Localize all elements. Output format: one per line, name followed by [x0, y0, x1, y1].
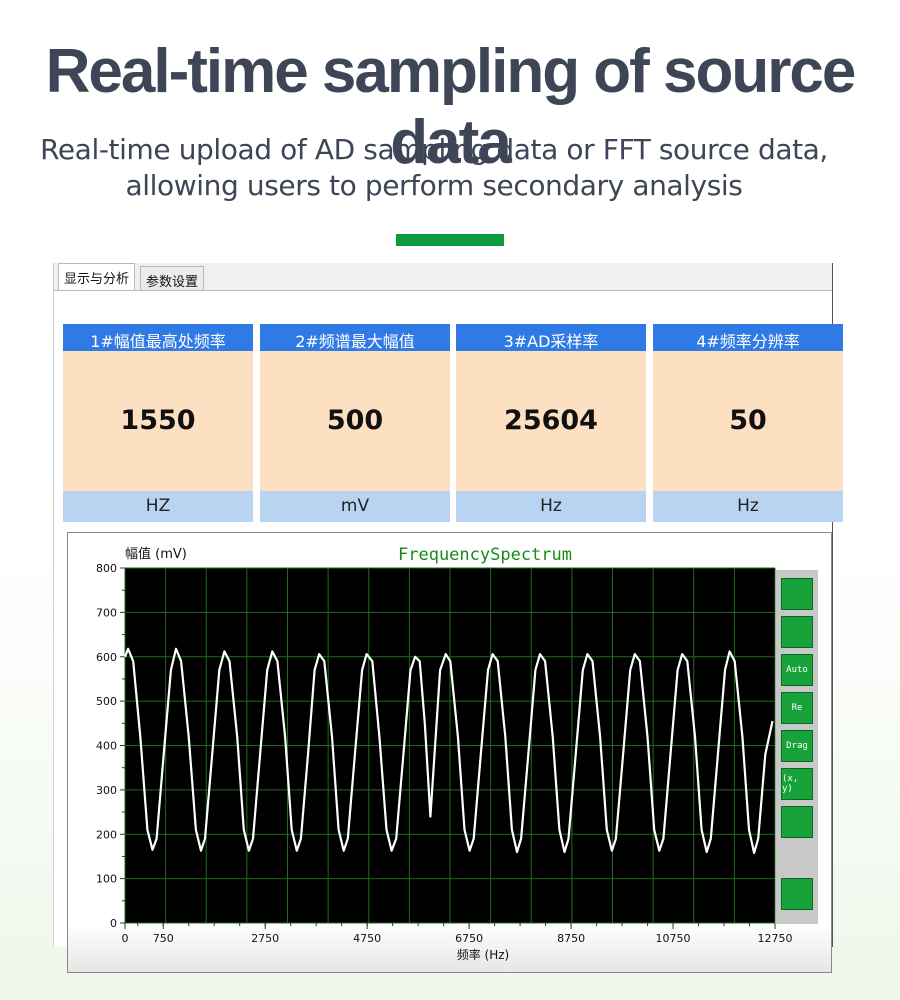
metric-value: 50 — [653, 351, 843, 491]
y-tick-label: 600 — [96, 651, 117, 664]
x-axis-label: 频率 (Hz) — [457, 947, 510, 962]
tab-display-analysis[interactable]: 显示与分析 — [58, 263, 136, 291]
metric-unit: mV — [260, 491, 450, 522]
x-tick-label: 6750 — [455, 932, 483, 945]
spectrum-chart[interactable]: 0 100 200 300 400 500 600 700 800 0 750 2750 4750 675… — [67, 532, 832, 973]
metric-header: 1#幅值最高处频率 — [63, 324, 253, 351]
x-tick-label: 12750 — [758, 932, 793, 945]
chart-toolbar: Auto Re Drag (x, y) — [776, 570, 818, 924]
cursor-coordinate-icon[interactable]: (x, y) — [781, 768, 813, 800]
tab-parameter-settings[interactable]: 参数设置 — [140, 266, 205, 291]
tab-bar: 显示与分析 参数设置 — [54, 263, 832, 291]
x-tick-label: 750 — [153, 932, 174, 945]
metric-header: 2#频谱最大幅值 — [260, 324, 450, 351]
y-tick-label: 800 — [96, 562, 117, 575]
axes-icon[interactable] — [781, 878, 813, 910]
x-tick-label: 10750 — [656, 932, 691, 945]
y-tick-label: 700 — [96, 606, 117, 619]
x-tick-label: 0 — [122, 932, 129, 945]
export-icon[interactable] — [781, 806, 813, 838]
y-tick-label: 0 — [110, 917, 117, 930]
window-edge — [831, 263, 833, 947]
zoom-box-icon[interactable] — [781, 616, 813, 648]
app-window: 显示与分析 参数设置 1#幅值最高处频率 1550 HZ 2#频谱最大幅值 50… — [53, 263, 843, 973]
auto-scale-icon[interactable]: Auto — [781, 654, 813, 686]
page-subheading-line-1: Real-time upload of AD sampling data or … — [40, 133, 828, 166]
metric-unit: HZ — [63, 491, 253, 522]
page-subheading-line-2: allowing users to perform secondary anal… — [125, 169, 743, 202]
chart-axis-band — [68, 924, 831, 972]
y-tick-label: 400 — [96, 740, 117, 753]
tool-label: (x, y) — [782, 774, 799, 794]
chart-canvas: 0 100 200 300 400 500 600 700 800 0 750 2750 4750 675… — [96, 545, 793, 962]
metric-card-ad-sample-rate: 3#AD采样率 25604 Hz — [456, 324, 646, 522]
x-tick-label: 8750 — [557, 932, 585, 945]
metric-value: 25604 — [456, 351, 646, 491]
metric-card-peak-frequency: 1#幅值最高处频率 1550 HZ — [63, 324, 253, 522]
y-tick-label: 200 — [96, 828, 117, 841]
grid-toggle-icon[interactable] — [781, 578, 813, 610]
y-axis-label: 幅值 (mV) — [125, 546, 187, 562]
y-tick-label: 100 — [96, 873, 117, 886]
y-tick-label: 300 — [96, 784, 117, 797]
metric-card-frequency-resolution: 4#频率分辨率 50 Hz — [653, 324, 843, 522]
metric-unit: Hz — [653, 491, 843, 522]
metric-card-max-amplitude: 2#频谱最大幅值 500 mV — [260, 324, 450, 522]
tool-label: Auto — [786, 665, 808, 675]
chart-title: FrequencySpectrum — [398, 545, 572, 565]
reset-icon[interactable]: Re — [781, 692, 813, 724]
tool-label: Drag — [786, 741, 808, 751]
tool-label: Re — [791, 703, 803, 713]
metric-value: 1550 — [63, 351, 253, 491]
series-line-0 — [123, 647, 774, 854]
x-tick-label: 2750 — [251, 932, 279, 945]
metric-unit: Hz — [456, 491, 646, 522]
accent-divider — [396, 234, 504, 246]
x-tick-label: 4750 — [353, 932, 381, 945]
metric-header: 4#频率分辨率 — [653, 324, 843, 351]
tab-panel: 1#幅值最高处频率 1550 HZ 2#频谱最大幅值 500 mV 3#AD采样… — [54, 290, 843, 973]
metric-value: 500 — [260, 351, 450, 491]
page-headline: Real-time sampling of source data — [45, 37, 857, 177]
drag-icon[interactable]: Drag — [781, 730, 813, 762]
metric-header: 3#AD采样率 — [456, 324, 646, 351]
y-tick-label: 500 — [96, 695, 117, 708]
